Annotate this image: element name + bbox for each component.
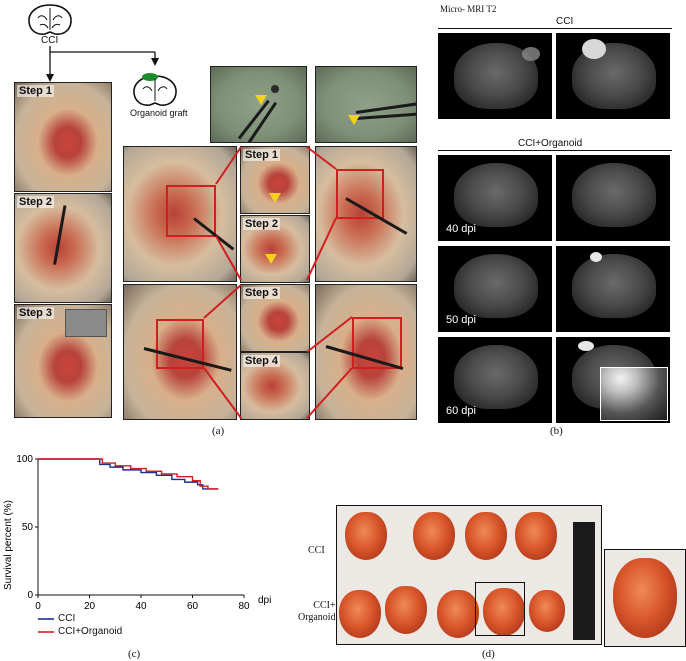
arrowhead-icon bbox=[269, 193, 281, 203]
overview-photo-top bbox=[123, 146, 237, 282]
row-label-cci: CCI bbox=[308, 545, 325, 556]
result-photo-bottom bbox=[315, 284, 417, 420]
y-tick-label: 100 bbox=[16, 454, 33, 465]
stereotaxic-device-shape bbox=[65, 309, 107, 337]
x-tick-label: 0 bbox=[35, 601, 41, 612]
arrowhead-icon bbox=[348, 115, 360, 125]
mri-cci-1 bbox=[438, 33, 552, 119]
brain-schematic-icon bbox=[28, 4, 72, 35]
zoom-region-box bbox=[336, 169, 384, 219]
middle-step3-photo: Step 3 bbox=[240, 284, 310, 352]
brain-specimen bbox=[345, 512, 387, 560]
legend-item-cci: CCI bbox=[38, 612, 122, 625]
chart-axes bbox=[37, 459, 244, 596]
header-divider bbox=[438, 28, 672, 29]
legend: CCI CCI+Organoid bbox=[38, 612, 122, 638]
organoid-graft-schematic-icon bbox=[133, 73, 177, 106]
mri-inset-zoom bbox=[600, 367, 668, 421]
graft-shape bbox=[578, 341, 594, 351]
series-line-cci bbox=[38, 458, 219, 490]
brain-specimen bbox=[385, 586, 427, 634]
left-step2-photo: Step 2 bbox=[14, 193, 112, 303]
mri-organoid-60dpi-b bbox=[556, 337, 670, 423]
x-tick-label: 40 bbox=[135, 601, 147, 612]
result-photo-top bbox=[315, 146, 417, 282]
brain-specimen bbox=[437, 590, 479, 638]
middle-step1-label: Step 1 bbox=[243, 149, 281, 161]
middle-step1-photo: Step 1 bbox=[240, 146, 310, 214]
legend-label-organoid: CCI+Organoid bbox=[58, 626, 123, 637]
chart-ticks: 0 20 40 60 80 0 50 100 bbox=[16, 454, 250, 612]
dpi-label: 60 dpi bbox=[446, 405, 476, 417]
organoid-graft-label: Organoid graft bbox=[130, 108, 188, 118]
organoid-closeup-photo-1 bbox=[210, 66, 307, 143]
graft-shape bbox=[590, 252, 602, 262]
middle-step2-photo: Step 2 bbox=[240, 215, 310, 283]
mri-organoid-50dpi-b bbox=[556, 246, 670, 332]
mri-title: Micro- MRI T2 bbox=[440, 4, 497, 14]
arrowhead-icon bbox=[265, 254, 277, 264]
mri-organoid-40dpi-b bbox=[556, 155, 670, 241]
brain-specimen bbox=[413, 512, 455, 560]
legend-label-cci: CCI bbox=[58, 613, 76, 624]
dpi-label: 40 dpi bbox=[446, 223, 476, 235]
x-tick-label: 60 bbox=[187, 601, 199, 612]
middle-step4-label: Step 4 bbox=[243, 355, 281, 367]
survival-chart: 0 20 40 60 80 0 50 100 Survival percent (%) dpi bbox=[3, 454, 271, 612]
left-step2-label: Step 2 bbox=[17, 196, 55, 208]
y-axis-label: Survival percent (%) bbox=[3, 500, 14, 590]
mri-organoid-60dpi-a: 60 dpi bbox=[438, 337, 552, 423]
x-tick-label: 20 bbox=[84, 601, 96, 612]
zoom-region-box bbox=[352, 317, 402, 369]
brain-specimen bbox=[465, 512, 507, 560]
zoom-region-box bbox=[166, 185, 216, 237]
middle-step2-label: Step 2 bbox=[243, 218, 281, 230]
series-line-cci-organoid bbox=[38, 458, 219, 490]
y-tick-label: 50 bbox=[22, 522, 34, 533]
cci-schematic-label: CCI bbox=[41, 35, 59, 46]
header-divider bbox=[438, 150, 672, 151]
panel-c-caption: (c) bbox=[128, 648, 141, 660]
middle-step4-photo: Step 4 bbox=[240, 352, 310, 420]
brain-specimen bbox=[339, 590, 381, 638]
brain-specimen bbox=[483, 588, 525, 636]
mri-organoid-50dpi-a: 50 dpi bbox=[438, 246, 552, 332]
panel-d-caption: (d) bbox=[482, 648, 495, 660]
panel-b-caption: (b) bbox=[550, 425, 563, 437]
middle-step3-label: Step 3 bbox=[243, 287, 281, 299]
brain-specimen bbox=[529, 590, 565, 632]
arrowhead-icon bbox=[255, 95, 267, 105]
highlight-box bbox=[475, 582, 525, 636]
flow-arrows bbox=[46, 46, 159, 82]
ruler-shape bbox=[573, 522, 595, 640]
x-tick-label: 80 bbox=[238, 601, 250, 612]
legend-item-organoid: CCI+Organoid bbox=[38, 625, 122, 638]
zoom-region-box bbox=[156, 319, 204, 369]
mri-organoid-40dpi-a: 40 dpi bbox=[438, 155, 552, 241]
mri-organoid-header: CCI+Organoid bbox=[518, 138, 583, 149]
brain-specimen-photo bbox=[336, 505, 602, 645]
left-step1-label: Step 1 bbox=[17, 85, 55, 97]
dpi-label: 50 dpi bbox=[446, 314, 476, 326]
brain-specimen-zoom bbox=[613, 558, 677, 638]
lesion-shape bbox=[582, 39, 606, 59]
chart-series bbox=[38, 458, 219, 490]
organoid-closeup-photo-2 bbox=[315, 66, 417, 143]
organoid-shape bbox=[271, 85, 279, 93]
left-step3-photo: Step 3 bbox=[14, 304, 112, 418]
y-tick-label: 0 bbox=[27, 590, 33, 601]
row-label-organoid: CCI+ Organoid bbox=[298, 600, 336, 623]
lesion-shape bbox=[522, 47, 540, 61]
panel-a-caption: (a) bbox=[212, 425, 225, 437]
brain-zoom-photo bbox=[604, 549, 686, 647]
left-step1-photo: Step 1 bbox=[14, 82, 112, 192]
mri-cci-2 bbox=[556, 33, 670, 119]
brain-specimen bbox=[515, 512, 557, 560]
zoom-connector-lines bbox=[203, 146, 353, 419]
x-axis-label: dpi bbox=[258, 595, 271, 606]
mri-cci-header: CCI bbox=[556, 16, 574, 27]
left-step3-label: Step 3 bbox=[17, 307, 55, 319]
